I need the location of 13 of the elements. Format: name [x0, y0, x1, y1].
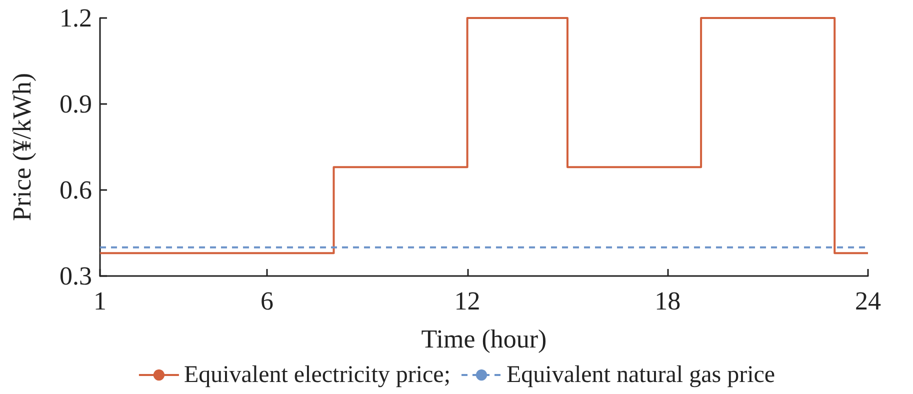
y-tick-label: 1.2 [60, 4, 92, 32]
x-tick-label: 1 [94, 286, 106, 316]
x-tick-label: 24 [855, 286, 881, 316]
x-tick-label: 12 [454, 286, 480, 316]
y-tick-label: 0.3 [60, 262, 92, 290]
y-tick-label: 0.6 [60, 176, 92, 204]
x-tick-label: 6 [260, 286, 274, 316]
x-tick-label: 18 [654, 286, 681, 316]
y-axis-title: Price (¥/kWh) [8, 72, 36, 222]
legend-label: Equivalent natural gas price [506, 362, 776, 388]
legend-label: Equivalent electricity price; [184, 362, 450, 388]
x-axis-title: Time (hour) [421, 324, 547, 354]
y-tick-label: 0.9 [60, 90, 92, 118]
